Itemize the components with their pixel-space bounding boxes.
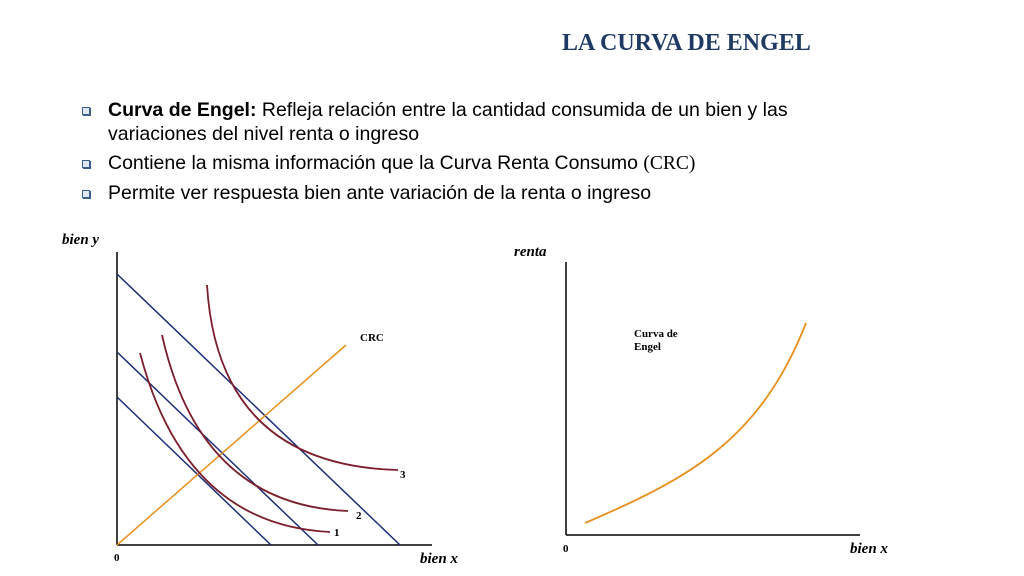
curve-label-1: 1 [334, 527, 340, 539]
curve-label-2: 2 [356, 510, 362, 522]
left-diagram: bien y bien x 0 CRC 1 2 3 [62, 232, 458, 567]
left-y-axis-label: bien y [62, 232, 99, 248]
indifference-curve-3 [206, 284, 399, 471]
engel-curve-label-line2: Engel [634, 341, 661, 353]
bullet-list: Curva de Engel: Refleja relación entre l… [82, 98, 842, 210]
bullet-text: Permite ver respuesta bien ante variació… [108, 182, 652, 204]
square-bullet-icon [82, 107, 90, 115]
indifference-curve-2 [161, 334, 349, 512]
bullet-text: Contiene la misma información que la Cur… [108, 152, 644, 174]
bullet-crc-abbrev: (CRC) [643, 153, 696, 174]
right-diagram: renta bien x 0 Curva de Engel [514, 244, 888, 557]
square-bullet-icon [82, 160, 90, 168]
right-x-axis-label: bien x [850, 541, 888, 557]
budget-line-1 [116, 396, 272, 546]
budget-line-2 [116, 351, 319, 546]
left-origin-label: 0 [114, 552, 120, 564]
bullet-item-definition: Curva de Engel: Refleja relación entre l… [82, 98, 842, 146]
page-title: LA CURVA DE ENGEL [562, 30, 811, 56]
engel-curve-label-line1: Curva de [634, 328, 678, 340]
crc-label: CRC [360, 332, 384, 344]
crc-line [116, 344, 347, 546]
indifference-curve-1 [139, 352, 331, 533]
left-x-axis-label: bien x [420, 551, 458, 567]
engel-curve [584, 322, 807, 524]
square-bullet-icon [82, 190, 90, 198]
curve-label-3: 3 [400, 469, 406, 481]
right-y-axis-label: renta [514, 244, 547, 260]
bullet-item-crc: Contiene la misma información que la Cur… [82, 151, 842, 176]
bullet-text: Refleja relación entre la cantidad consu… [108, 99, 788, 145]
bullet-bold-term: Curva de Engel: [108, 99, 257, 121]
bullet-item-response: Permite ver respuesta bien ante variació… [82, 181, 842, 205]
right-origin-label: 0 [563, 543, 569, 555]
budget-line-3 [116, 273, 401, 546]
